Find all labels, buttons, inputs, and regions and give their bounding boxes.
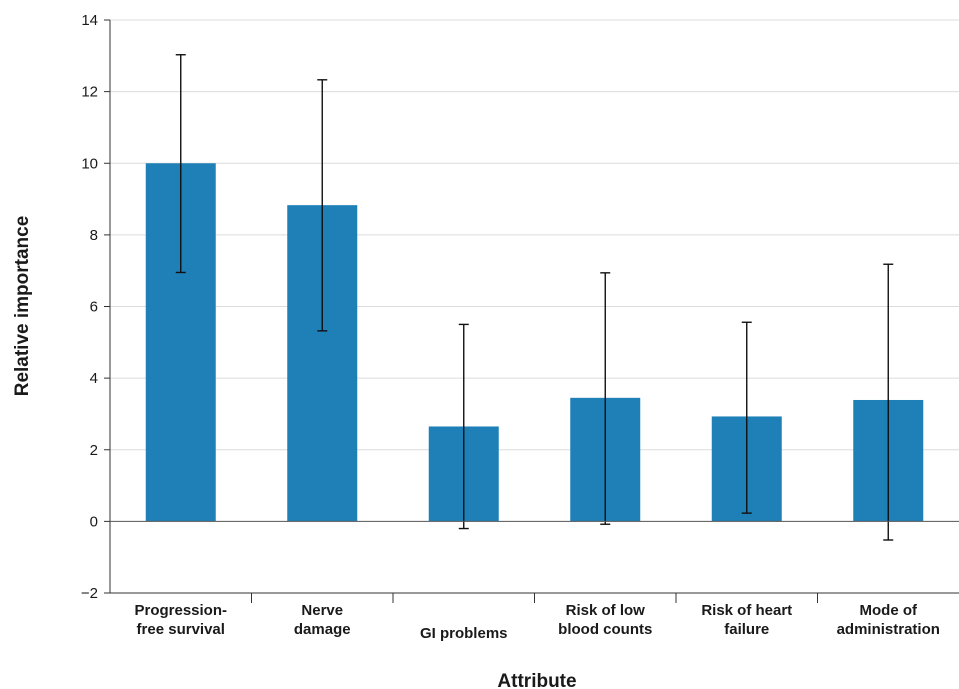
x-category-label: Nerve damage	[294, 602, 351, 638]
x-category-label-line: damage	[294, 621, 351, 638]
error-bars	[175, 54, 894, 541]
x-category-label-line: Progression-	[134, 602, 227, 619]
bars	[145, 163, 924, 522]
x-category-label: GI problems	[420, 625, 508, 642]
y-tick-label: −2	[81, 585, 98, 602]
x-category-label-line: GI problems	[420, 625, 508, 642]
y-tick-labels: −2 0 2 4 6 8 10 12 14	[81, 12, 98, 602]
error-bar	[458, 323, 469, 530]
y-tick-label: 14	[81, 12, 98, 29]
axes	[104, 19, 959, 603]
x-category-label-line: administration	[837, 621, 940, 638]
x-axis-title: Attribute	[497, 671, 576, 689]
x-category-label: Risk of heart failure	[701, 602, 792, 638]
x-category-label-line: free survival	[137, 621, 225, 638]
y-axis-title: Relative importance	[12, 216, 33, 397]
error-bar	[741, 321, 752, 514]
error-bar	[317, 79, 328, 332]
y-tick-label: 2	[90, 442, 98, 459]
x-category-label-line: Risk of heart	[701, 602, 792, 619]
x-category-label-line: Nerve	[301, 602, 343, 619]
x-category-label: Mode of administration	[837, 602, 940, 638]
y-tick-label: 6	[90, 299, 98, 316]
x-category-label-line: blood counts	[558, 621, 652, 638]
grid-lines	[110, 19, 959, 451]
x-category-label: Risk of low blood counts	[558, 602, 652, 638]
x-category-label-line: Risk of low	[566, 602, 646, 619]
y-tick-label: 4	[90, 370, 98, 387]
error-bar	[883, 263, 894, 541]
x-category-label-line: failure	[724, 621, 769, 638]
y-tick-label: 12	[81, 84, 98, 101]
x-category-label-line: Mode of	[860, 602, 918, 619]
x-category-labels: Progression-free survival Nerve damage GI p…	[134, 602, 939, 642]
x-category-label: Progression-free survival	[134, 602, 227, 638]
error-bar	[600, 272, 611, 525]
y-tick-label: 10	[81, 155, 98, 172]
y-tick-label: 0	[90, 513, 98, 530]
y-tick-label: 8	[90, 227, 98, 244]
error-bar	[175, 54, 186, 274]
